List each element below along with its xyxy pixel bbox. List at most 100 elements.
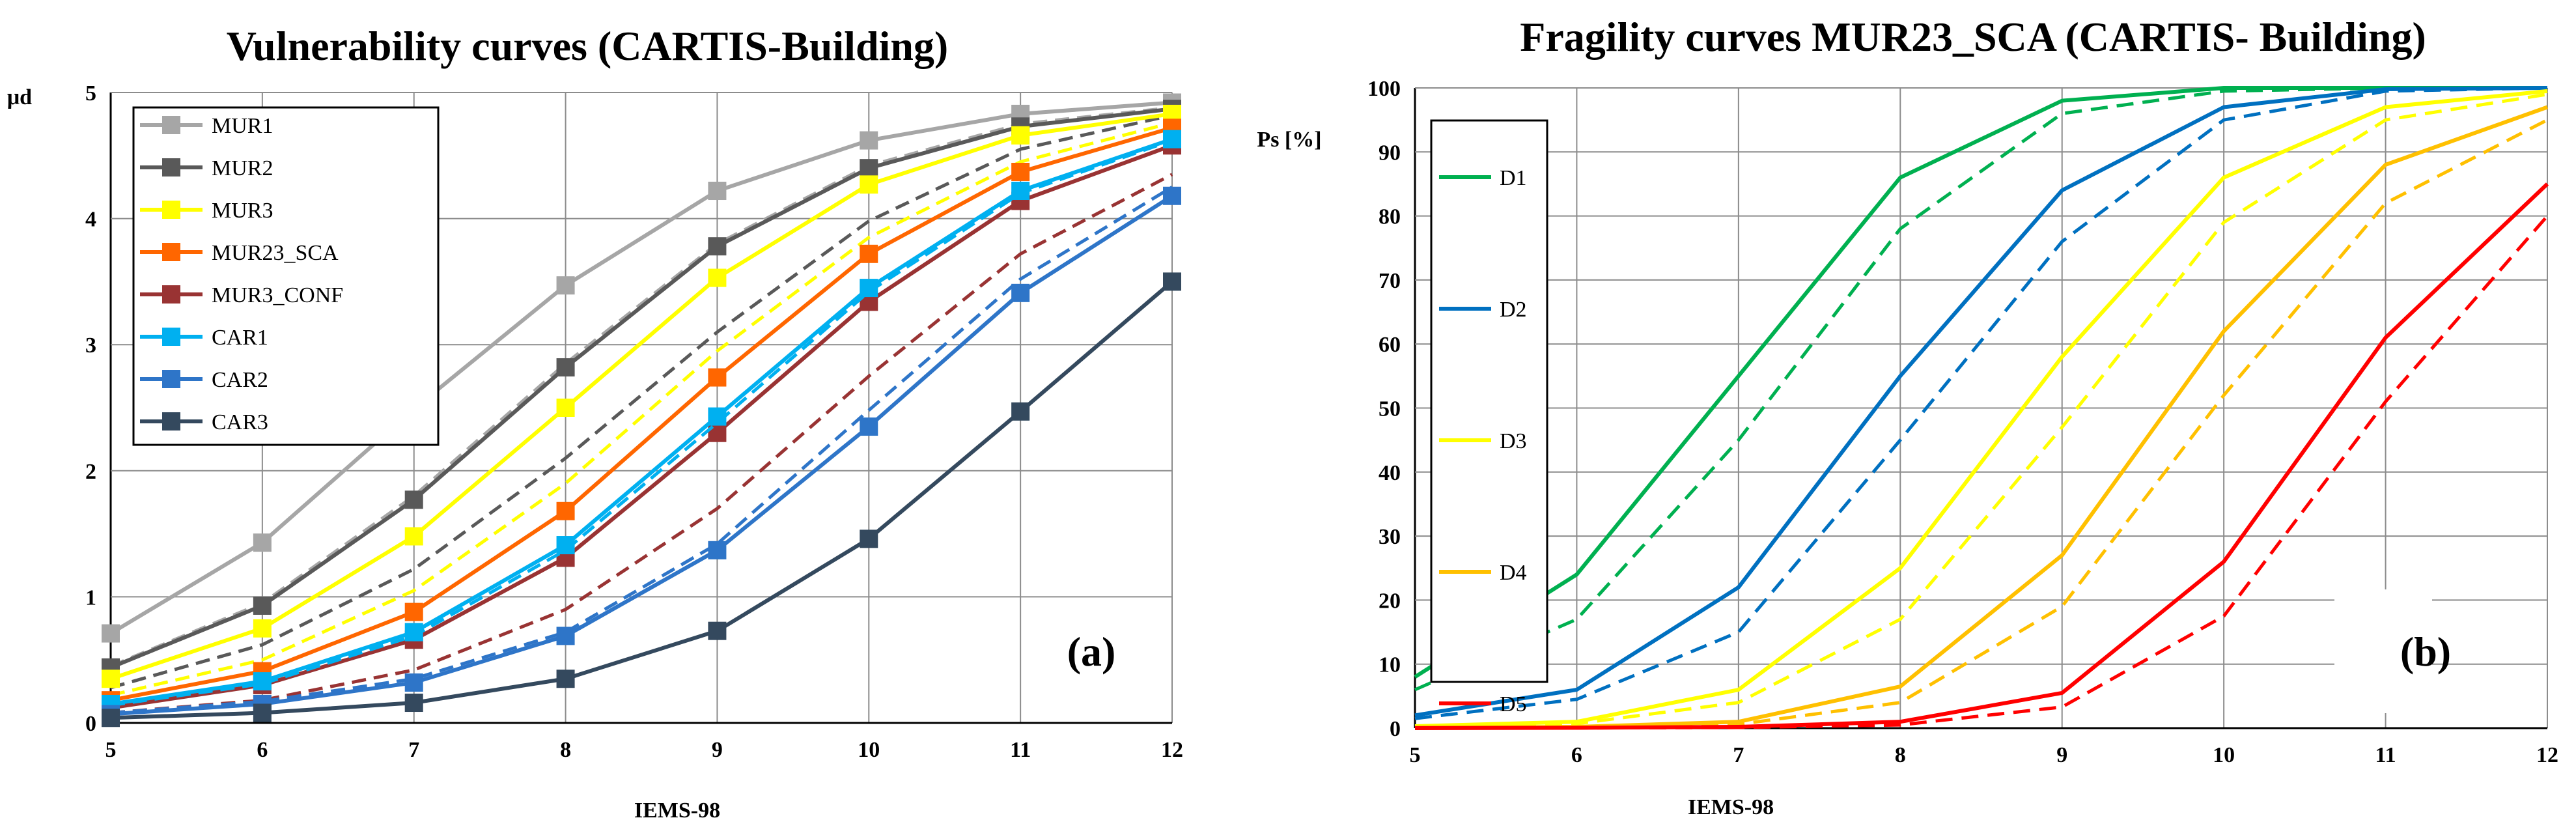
vulnerability-legend-label-mur1: MUR1 [212, 114, 273, 138]
vulnerability-series-mur2-line [109, 107, 1173, 670]
vulnerability-series-car1-point [708, 407, 727, 426]
vulnerability-series-mur1-point [556, 276, 575, 295]
vulnerability-chart-title: Vulnerability curves (CARTIS-Building) [227, 23, 948, 69]
vulnerability-series-car3-point [253, 703, 272, 722]
vulnerability-x-tick-label: 10 [858, 738, 880, 762]
vulnerability-x-axis-label: IEMS-98 [634, 798, 720, 823]
fragility-series-d2-line [1414, 86, 2548, 718]
vulnerability-series-car1-point [860, 279, 878, 298]
fragility-x-tick-label: 9 [2056, 743, 2067, 767]
fragility-x-tick-label: 7 [1733, 743, 1744, 767]
fragility-y-tick-label: 30 [1379, 525, 1401, 549]
fragility-legend-label-d1: D1 [1500, 166, 1527, 190]
fragility-x-tick-label: 8 [1895, 743, 1906, 767]
fragility-y-tick-label: 20 [1379, 589, 1401, 613]
fragility-x-tick-label: 12 [2536, 743, 2558, 767]
vulnerability-y-tick-label: 3 [85, 333, 96, 358]
vulnerability-x-tick-label: 5 [105, 738, 117, 762]
vulnerability-y-tick-label: 5 [85, 81, 96, 106]
fragility-panel-label: (b) [2400, 628, 2451, 675]
vulnerability-legend-marker-mur23-sca [162, 243, 180, 261]
vulnerability-panel-label: (a) [1067, 628, 1116, 675]
vulnerability-x-tick-label: 6 [257, 738, 268, 762]
fragility-x-axis-label: IEMS-98 [1688, 795, 1774, 819]
vulnerability-series-mur1-line [109, 100, 1173, 636]
fragility-y-tick-label: 10 [1379, 653, 1401, 677]
vulnerability-legend-label-car1: CAR1 [212, 326, 268, 350]
fragility-y-tick-label: 40 [1379, 461, 1401, 485]
vulnerability-legend-marker-mur3-conf [162, 285, 180, 304]
fragility-series-d5-line [1414, 182, 2549, 730]
vulnerability-panel-label-box [1022, 615, 1133, 694]
fragility-x-tick-label: 6 [1571, 743, 1582, 767]
vulnerability-series-mur2-dashed-line [110, 113, 1173, 690]
fragility-y-tick-label: 70 [1379, 269, 1401, 293]
vulnerability-legend-marker-car3 [162, 412, 180, 431]
vulnerability-series-mur23-sca-point [860, 244, 878, 263]
vulnerability-series-car2-point [860, 417, 878, 436]
vulnerability-series-car1-point [556, 536, 575, 555]
vulnerability-y-axis-label: μd [7, 85, 32, 109]
vulnerability-series-mur1-point [708, 182, 727, 201]
vulnerability-series-car1-point [404, 623, 423, 642]
vulnerability-series-mur3-dashed-line [110, 121, 1173, 697]
vulnerability-series-mur2-point [404, 490, 423, 509]
vulnerability-legend-label-car3: CAR3 [212, 410, 268, 434]
vulnerability-series-car2-line [110, 194, 1173, 716]
vulnerability-series-car3-point [860, 529, 878, 548]
vulnerability-x-tick-label: 9 [712, 738, 723, 762]
vulnerability-legend-marker-mur2 [162, 158, 180, 176]
vulnerability-legend-label-mur2: MUR2 [212, 156, 273, 180]
vulnerability-series-mur2-point [860, 159, 878, 178]
fragility-legend-label-d5: D5 [1500, 692, 1527, 716]
vulnerability-series-car3-point [102, 709, 120, 727]
fragility-series-d2-dashed-line [1414, 86, 2548, 720]
vulnerability-series-car1-line [110, 137, 1173, 706]
vulnerability-series-mur2-point [556, 358, 575, 377]
fragility-grid [1414, 87, 2548, 729]
fragility-legend: D1 D2 D3 D4 D5 [1430, 119, 1548, 716]
vulnerability-series-mur3-point [556, 399, 575, 417]
vulnerability-series-car3-point [556, 670, 575, 688]
vulnerability-series [102, 93, 1181, 727]
vulnerability-series-mur23-sca-line [110, 126, 1173, 703]
fragility-y-tick-label: 50 [1379, 397, 1401, 421]
vulnerability-series-mur1-point [860, 131, 878, 150]
vulnerability-series-mur3-point [708, 268, 727, 287]
vulnerability-series-mur3-point [1011, 126, 1030, 145]
vulnerability-series-car2-point [1011, 283, 1030, 302]
vulnerability-x-tick-label: 8 [560, 738, 571, 762]
vulnerability-series-car1-dashed-line [110, 139, 1173, 707]
vulnerability-series-car1-point [253, 672, 272, 691]
fragility-legend-label-d4: D4 [1500, 561, 1527, 585]
vulnerability-series-car2-point [708, 541, 727, 559]
vulnerability-series-mur3-point [404, 527, 423, 546]
vulnerability-x-tick-label: 7 [408, 738, 419, 762]
vulnerability-legend-label-mur3-conf: MUR3_CONF [212, 283, 343, 307]
vulnerability-y-tick-label: 1 [85, 586, 96, 610]
vulnerability-series-mur23-sca-point [556, 501, 575, 520]
vulnerability-y-tick-label: 4 [85, 208, 96, 232]
vulnerability-series-car2-dashed-line [110, 186, 1173, 715]
vulnerability-chart: Vulnerability curves (CARTIS-Building) μ… [7, 23, 1183, 823]
fragility-x-tick-label: 11 [2375, 743, 2396, 767]
vulnerability-legend-marker-car2 [162, 370, 180, 388]
vulnerability-legend-label-car2: CAR2 [212, 368, 268, 392]
vulnerability-series-mur1-dashed-line [110, 106, 1173, 668]
vulnerability-series-car3-line [110, 280, 1173, 720]
vulnerability-series-car3-point [404, 694, 423, 713]
vulnerability-series-mur23-sca-point [708, 368, 727, 387]
fragility-y-axis-label: Ps [%] [1257, 128, 1321, 152]
vulnerability-series-mur1-point [253, 533, 272, 552]
vulnerability-series-mur1-point [102, 624, 120, 643]
fragility-panel-label-box [2334, 589, 2432, 713]
fragility-chart-title: Fragility curves MUR23_SCA (CARTIS- Buil… [1520, 14, 2426, 60]
vulnerability-series-car1-point [1163, 130, 1181, 148]
vulnerability-x-tick-label: 12 [1161, 738, 1183, 762]
vulnerability-legend-marker-mur3 [162, 201, 180, 219]
fragility-y-tick-label: 90 [1379, 141, 1401, 165]
vulnerability-series-car3-point [708, 621, 727, 640]
fragility-tick-labels: 5 6 7 8 9 10 11 12 0 10 20 30 40 50 60 70 80 90 100 [1367, 77, 2558, 767]
